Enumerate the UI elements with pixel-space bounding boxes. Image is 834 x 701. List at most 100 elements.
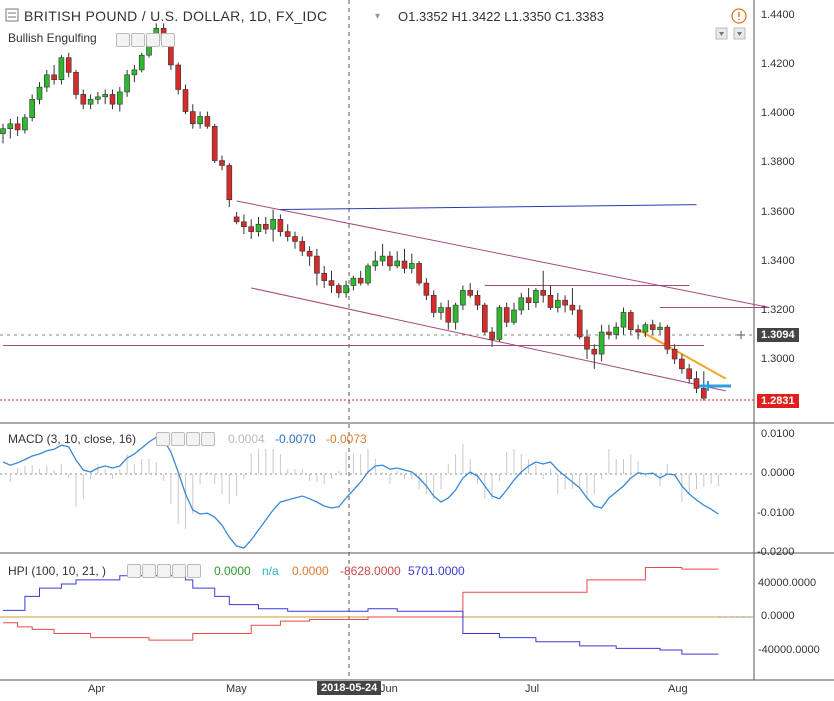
candle-body	[197, 116, 203, 125]
candle-body	[204, 116, 211, 127]
macd-label: MACD (3, 10, close, 16)	[8, 432, 137, 446]
candle-body	[284, 231, 291, 237]
macd-histogram	[9, 444, 719, 529]
macd-tick: 0.0100	[761, 428, 795, 440]
candle-body	[693, 378, 700, 389]
candle-body	[219, 160, 225, 166]
candle-body	[233, 216, 240, 223]
time-label-may: May	[226, 683, 247, 695]
hpi-settings-icon[interactable]	[142, 564, 156, 578]
eye-icon[interactable]	[116, 33, 130, 47]
price-tick: 1.3800	[761, 156, 795, 168]
candle-body	[138, 54, 145, 71]
candle-body	[22, 117, 28, 131]
candle-body	[14, 123, 21, 131]
more-icon[interactable]	[161, 33, 175, 47]
macd-tick: -0.0100	[757, 507, 795, 519]
candle-body	[452, 304, 459, 323]
candle-body	[241, 221, 247, 228]
chart-title: BRITISH POUND / U.S. DOLLAR, 1D, FX_IDC	[24, 8, 328, 24]
candle-body	[65, 57, 72, 73]
candle-body	[606, 331, 612, 335]
candle-body	[686, 368, 693, 379]
close-icon[interactable]	[146, 33, 160, 47]
hpi-add-icon[interactable]	[157, 564, 171, 578]
candle-body	[511, 309, 517, 323]
candle-body	[43, 74, 50, 88]
candle-body	[379, 255, 386, 262]
macd-more-icon[interactable]	[201, 432, 215, 446]
candle-body	[569, 304, 576, 311]
candle-body	[547, 294, 554, 308]
candle-body	[642, 324, 649, 333]
candle-body	[248, 226, 254, 232]
candle-body	[423, 282, 430, 296]
hpi-close-icon[interactable]	[187, 564, 201, 578]
price-tick: 1.3600	[761, 206, 795, 218]
candle-body	[408, 263, 415, 269]
time-label-apr: Apr	[88, 683, 106, 695]
candle-body	[445, 307, 452, 323]
ohlc-values: O1.3352 H1.3422 L1.3350 C1.3383	[398, 9, 605, 24]
candle-body	[365, 265, 371, 284]
hpi-eye-icon[interactable]	[127, 564, 141, 578]
price-tick: 1.4400	[761, 9, 795, 21]
candle-body	[102, 94, 108, 98]
candle-body	[190, 111, 196, 125]
candle-body	[489, 331, 495, 340]
candle-body	[584, 336, 590, 350]
candle-body	[664, 326, 671, 350]
candle-body	[109, 94, 116, 105]
candle-body	[679, 358, 685, 370]
candle-body	[87, 99, 94, 105]
candle-body	[467, 290, 474, 296]
hpi-tick: 40000.0000	[758, 577, 817, 589]
candle-body	[211, 125, 218, 161]
candle-body	[7, 123, 14, 130]
candle-body	[131, 69, 138, 76]
arrow-down-icon-2[interactable]	[733, 27, 746, 40]
candle-body	[620, 312, 627, 328]
candle-body	[430, 294, 437, 313]
time-label-aug: Aug	[668, 683, 688, 695]
candle-body	[591, 348, 598, 355]
candle-body	[460, 290, 466, 306]
macd-settings-icon[interactable]	[171, 432, 185, 446]
candle-body	[416, 263, 422, 284]
candle-body	[613, 326, 620, 335]
candle-body	[29, 99, 36, 118]
symbol-menu-icon[interactable]	[5, 8, 19, 22]
hpi-value-1: 0.0000	[214, 564, 251, 578]
drawing-overlays	[3, 200, 770, 392]
candle-body	[182, 89, 189, 112]
crosshair-date-tag: 2018-05-24	[317, 681, 382, 695]
symbol-dropdown-icon[interactable]: ▾	[375, 11, 381, 22]
hpi-value-2: n/a	[262, 564, 279, 578]
macd-signal-value: -0.0073	[326, 432, 367, 446]
candle-body	[262, 223, 269, 230]
candle-body	[124, 74, 130, 93]
time-label-jun: Jun	[380, 683, 398, 695]
candle-body	[175, 64, 181, 90]
settings-icon[interactable]	[131, 33, 145, 47]
candle-body	[226, 165, 233, 201]
candle-body	[117, 91, 123, 105]
candle-body	[503, 307, 510, 323]
hpi-more-icon[interactable]	[172, 564, 186, 578]
macd-add-icon[interactable]	[186, 432, 200, 446]
price-tick: 1.3000	[761, 353, 795, 365]
price-tick: 1.4000	[761, 107, 795, 119]
price-tick: 1.4200	[761, 58, 795, 70]
candle-body	[58, 57, 65, 81]
hpi-line-red	[3, 567, 719, 641]
candle-body	[255, 223, 262, 232]
candle-body	[474, 294, 481, 306]
macd-eye-icon[interactable]	[156, 432, 170, 446]
trendline-blue_trend	[280, 204, 697, 211]
crosshair-plus-icon[interactable]	[737, 331, 745, 339]
macd-line	[2, 436, 719, 549]
alert-icon[interactable]	[731, 8, 747, 24]
arrow-down-icon[interactable]	[715, 27, 728, 40]
candle-body	[533, 290, 539, 303]
